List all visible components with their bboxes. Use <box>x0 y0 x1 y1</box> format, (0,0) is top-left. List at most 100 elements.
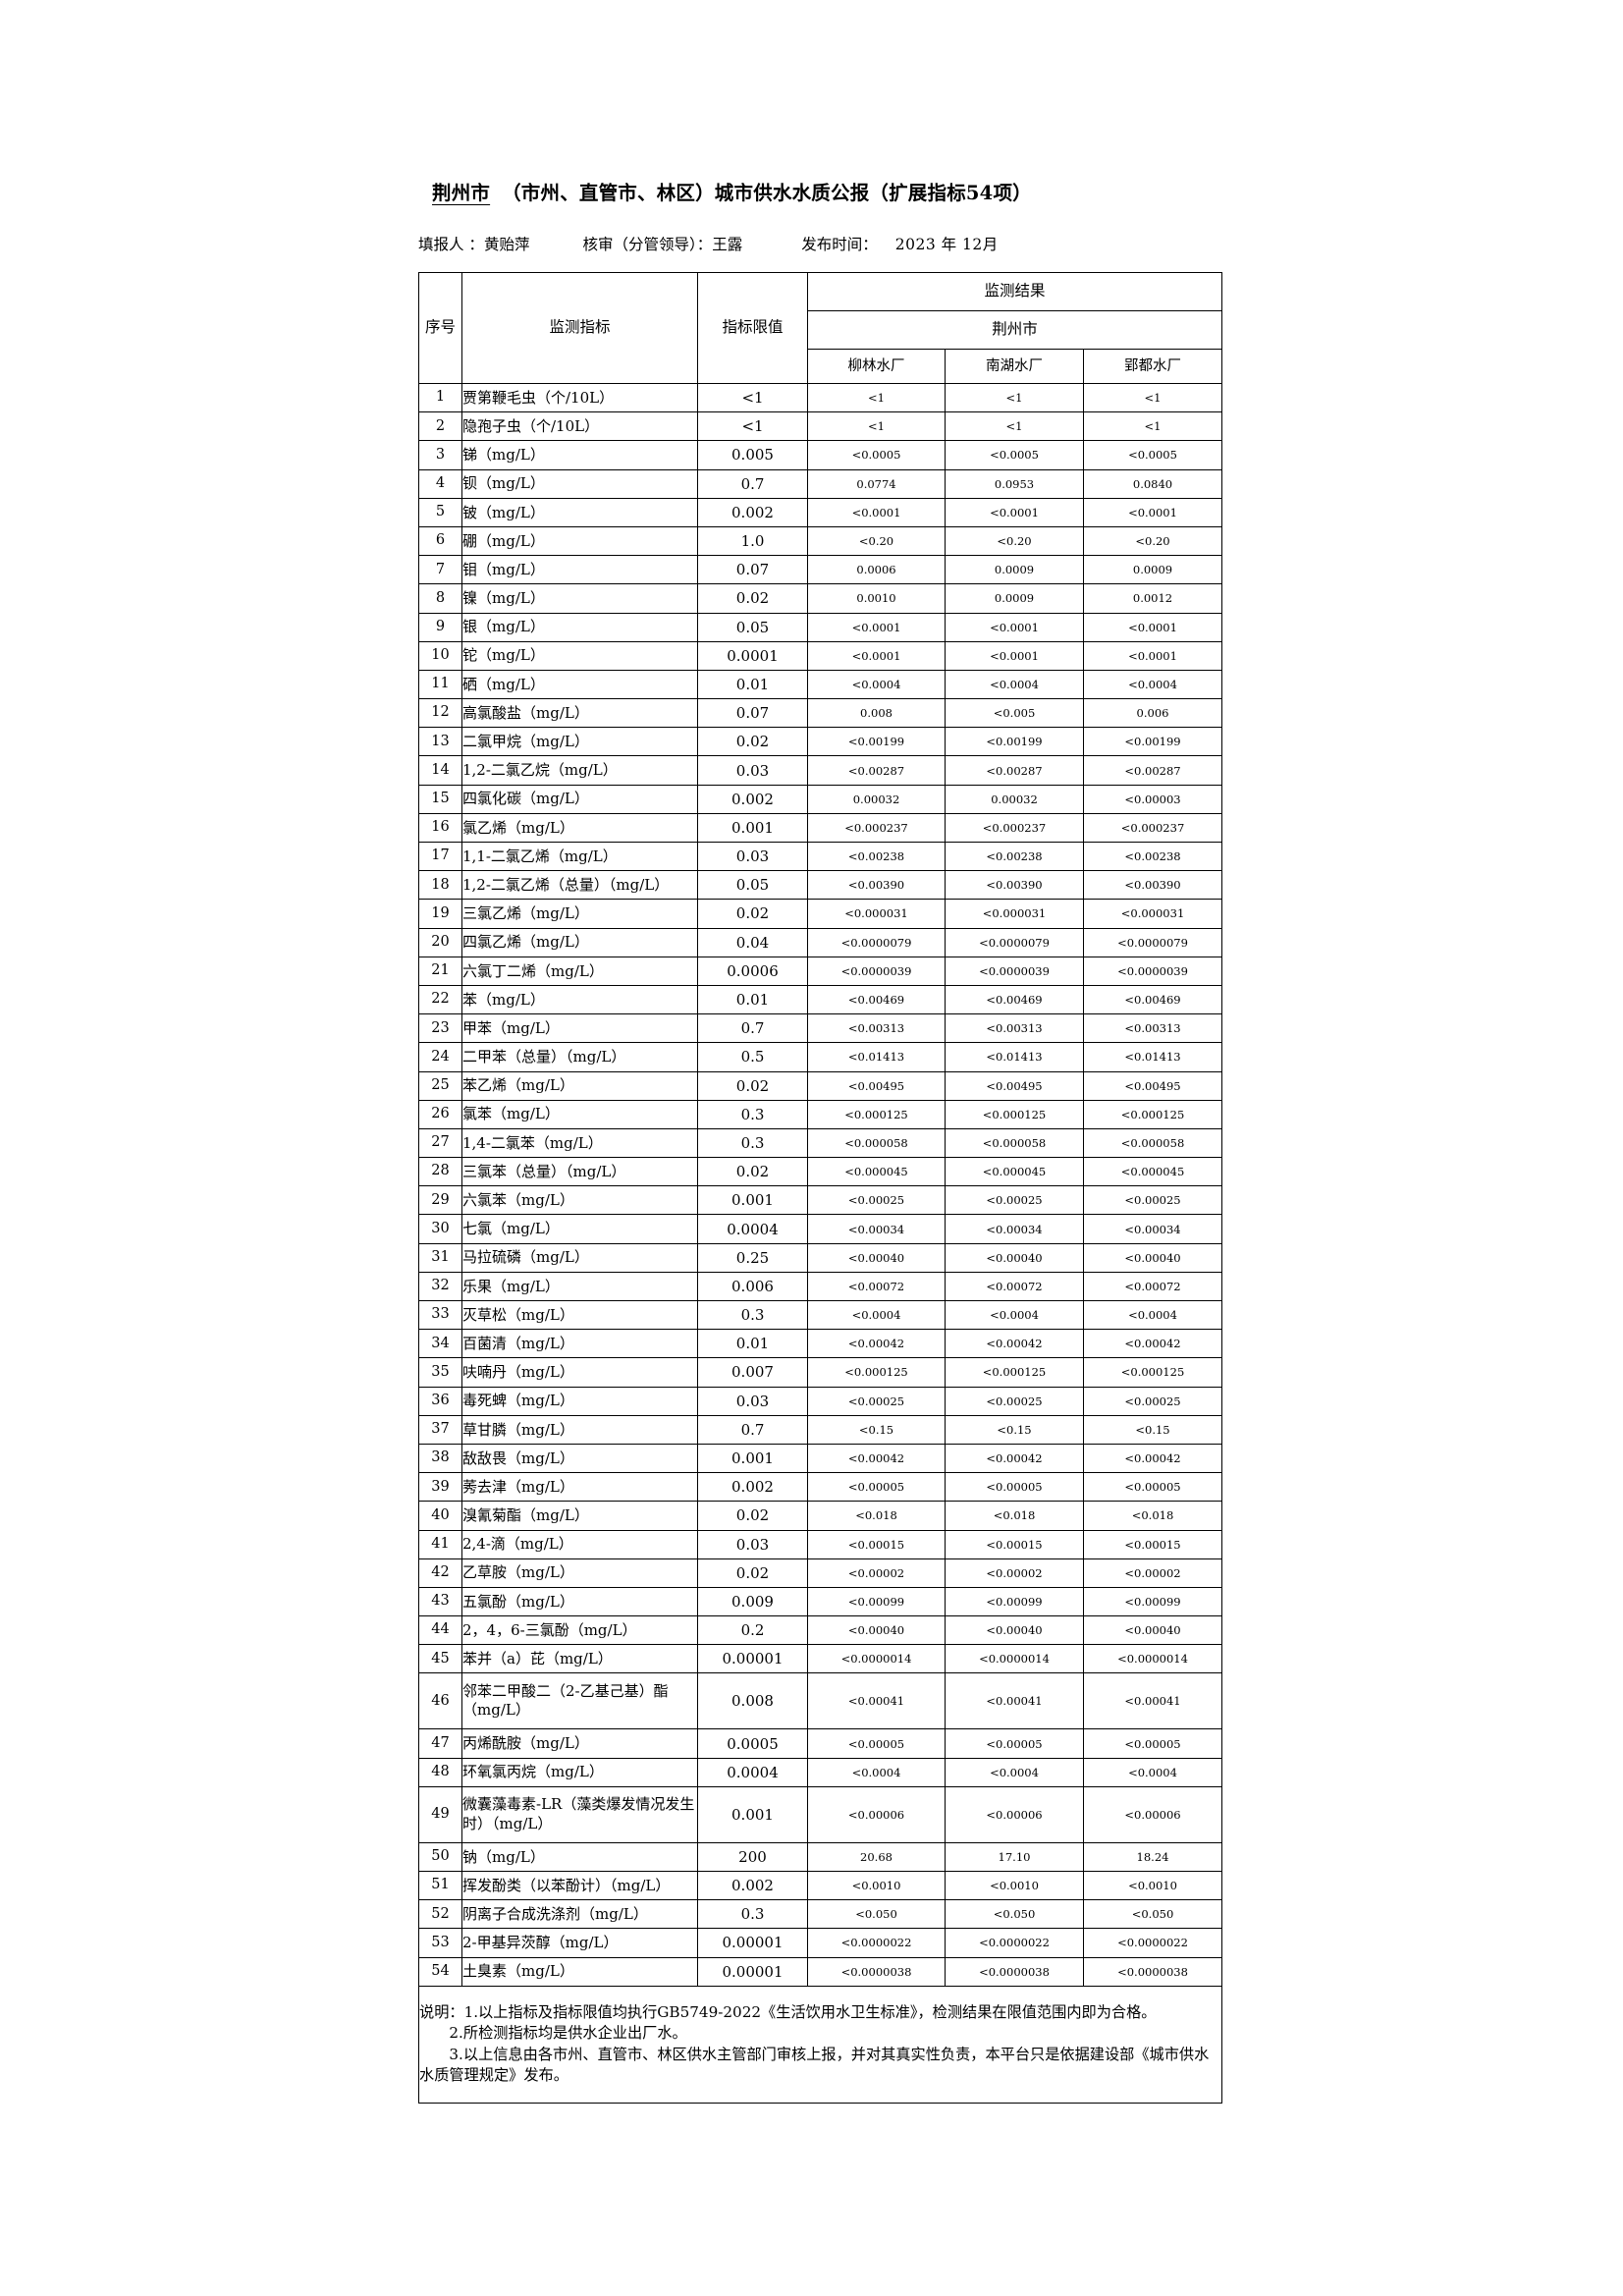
row-index: 39 <box>418 1472 462 1503</box>
row-indicator: 敌敌畏（mg/L） <box>461 1443 698 1474</box>
header-region: 荆州市 <box>806 310 1223 350</box>
row-value-liulin: <0.000031 <box>807 899 946 929</box>
row-indicator: 草甘膦（mg/L） <box>461 1414 698 1445</box>
table-row: 26 氯苯（mg/L） 0.3 <0.000125 <0.000125 <0.000125 <box>418 1099 1223 1129</box>
row-index: 25 <box>418 1070 462 1101</box>
row-indicator: 钡（mg/L） <box>461 468 698 499</box>
row-indicator: 1,2-二氯乙烷（mg/L） <box>461 755 698 786</box>
row-limit: 0.02 <box>697 899 808 929</box>
row-limit: 0.001 <box>697 1443 808 1474</box>
row-index: 53 <box>418 1928 462 1958</box>
row-value-nanhu: <0.0004 <box>945 669 1084 700</box>
row-index: 13 <box>418 727 462 757</box>
row-value-yingdu: <0.0000038 <box>1082 1956 1223 1987</box>
table-row: 9 银（mg/L） 0.05 <0.0001 <0.0001 <0.0001 <box>418 612 1223 642</box>
row-value-nanhu: <0.018 <box>945 1501 1084 1531</box>
row-indicator: 2,4-滴（mg/L） <box>461 1529 698 1559</box>
row-index: 50 <box>418 1841 462 1873</box>
row-limit: 0.7 <box>697 1414 808 1445</box>
header-limit: 指标限值 <box>697 272 808 384</box>
table-row: 24 二甲苯（总量）（mg/L） 0.5 <0.01413 <0.01413 <0.014… <box>418 1042 1223 1072</box>
row-indicator: 三氯苯（总量）（mg/L） <box>461 1157 698 1187</box>
row-value-yingdu: <0.000237 <box>1082 812 1223 844</box>
water-quality-table: 序号 监测指标 指标限值 监测结果 荆州市 柳林水厂 南湖水厂 郢都水厂 1 贾第… <box>417 272 1223 2104</box>
row-value-nanhu: <0.00199 <box>945 727 1084 757</box>
row-limit: 0.04 <box>697 927 808 957</box>
note-line: 3.以上信息由各市州、直管市、林区供水主管部门审核上报，并对其真实性负责，本平台… <box>419 2045 1210 2085</box>
row-indicator: 环氧氯丙烷（mg/L） <box>461 1757 698 1787</box>
table-row: 13 二氯甲烷（mg/L） 0.02 <0.00199 <0.00199 <0.00199 <box>418 727 1223 757</box>
row-value-nanhu: <0.00025 <box>945 1185 1084 1216</box>
row-indicator: 二氯甲烷（mg/L） <box>461 727 698 757</box>
row-value-nanhu: <0.0001 <box>945 640 1084 671</box>
row-indicator: 铊（mg/L） <box>461 640 698 671</box>
row-index: 9 <box>418 612 462 642</box>
row-value-yingdu: 0.0009 <box>1082 555 1223 585</box>
header-row-3: 柳林水厂 南湖水厂 郢都水厂 <box>419 349 1223 384</box>
row-limit: 0.02 <box>697 1558 808 1588</box>
row-index: 36 <box>418 1386 462 1416</box>
row-value-yingdu: <0.000031 <box>1082 899 1223 929</box>
row-value-liulin: <0.00025 <box>807 1386 946 1416</box>
row-limit: 0.01 <box>697 984 808 1015</box>
row-index: 7 <box>418 555 462 585</box>
row-index: 46 <box>418 1672 462 1730</box>
row-value-liulin: <0.00287 <box>807 755 946 786</box>
row-limit: 0.3 <box>697 1127 808 1159</box>
row-value-yingdu: <1 <box>1082 411 1223 442</box>
row-value-nanhu: 0.00032 <box>945 784 1084 814</box>
table-row: 19 三氯乙烯（mg/L） 0.02 <0.000031 <0.000031 <0.000… <box>418 899 1223 929</box>
row-value-liulin: <0.0000022 <box>807 1928 946 1958</box>
row-value-nanhu: <0.0000014 <box>945 1644 1084 1674</box>
table-row: 2 隐孢子虫（个/10L） <1 <1 <1 <1 <box>418 411 1223 442</box>
row-value-nanhu: 0.0953 <box>945 468 1084 499</box>
table-row: 1 贾第鞭毛虫（个/10L） <1 <1 <1 <1 <box>418 382 1223 413</box>
row-value-nanhu: <0.000031 <box>945 899 1084 929</box>
row-index: 3 <box>418 440 462 470</box>
row-value-yingdu: <0.01413 <box>1082 1042 1223 1072</box>
row-value-nanhu: <0.00025 <box>945 1386 1084 1416</box>
header-no: 序号 <box>418 272 462 384</box>
row-limit: 0.006 <box>697 1271 808 1302</box>
row-index: 51 <box>418 1870 462 1901</box>
row-value-liulin: 0.0010 <box>807 583 946 614</box>
row-indicator: 1,4-二氯苯（mg/L） <box>461 1127 698 1159</box>
row-limit: 1.0 <box>697 525 808 557</box>
row-value-nanhu: <0.0000039 <box>945 956 1084 986</box>
document-body: 荆州市 （市州、直管市、林区）城市供水水质公报（扩展指标54项） 填报人 ： 黄… <box>397 177 1231 2104</box>
row-limit: 0.3 <box>697 1299 808 1331</box>
row-index: 47 <box>418 1728 462 1759</box>
row-indicator: 灭草松（mg/L） <box>461 1299 698 1331</box>
table-row: 40 溴氰菊酯（mg/L） 0.02 <0.018 <0.018 <0.018 <box>418 1501 1223 1531</box>
row-limit: 0.2 <box>697 1615 808 1646</box>
row-indicator: 铍（mg/L） <box>461 497 698 527</box>
row-value-nanhu: <0.00099 <box>945 1586 1084 1617</box>
row-value-nanhu: <0.005 <box>945 698 1084 729</box>
row-index: 19 <box>418 899 462 929</box>
header-row-1: 序号 监测指标 指标限值 监测结果 <box>418 272 1223 384</box>
table-row: 5 铍（mg/L） 0.002 <0.0001 <0.0001 <0.0001 <box>418 497 1223 527</box>
table-row: 33 灭草松（mg/L） 0.3 <0.0004 <0.0004 <0.0004 <box>418 1299 1223 1331</box>
row-value-yingdu: <0.000045 <box>1082 1157 1223 1187</box>
row-value-yingdu: <0.00034 <box>1082 1214 1223 1244</box>
row-index: 40 <box>418 1501 462 1531</box>
row-index: 12 <box>418 698 462 729</box>
row-value-nanhu: <0.00015 <box>945 1529 1084 1559</box>
row-value-nanhu: <0.00040 <box>945 1615 1084 1646</box>
row-index: 26 <box>418 1099 462 1129</box>
row-value-nanhu: <0.0001 <box>945 497 1084 527</box>
row-value-yingdu: 18.24 <box>1082 1841 1223 1873</box>
row-value-nanhu: <0.0004 <box>945 1299 1084 1331</box>
row-value-nanhu: <0.15 <box>945 1414 1084 1445</box>
table-row: 30 七氯（mg/L） 0.0004 <0.00034 <0.00034 <0.00034 <box>418 1214 1223 1244</box>
row-value-liulin: 20.68 <box>807 1841 946 1873</box>
row-value-yingdu: <0.00313 <box>1082 1013 1223 1044</box>
row-indicator: 马拉硫磷（mg/L） <box>461 1242 698 1273</box>
row-value-yingdu: <0.00006 <box>1082 1785 1223 1843</box>
row-limit: 0.0004 <box>697 1214 808 1244</box>
row-limit: 0.008 <box>697 1672 808 1730</box>
row-value-nanhu: <0.00006 <box>945 1785 1084 1843</box>
row-index: 14 <box>418 755 462 786</box>
row-limit: 0.009 <box>697 1586 808 1617</box>
row-limit: 0.3 <box>697 1099 808 1129</box>
